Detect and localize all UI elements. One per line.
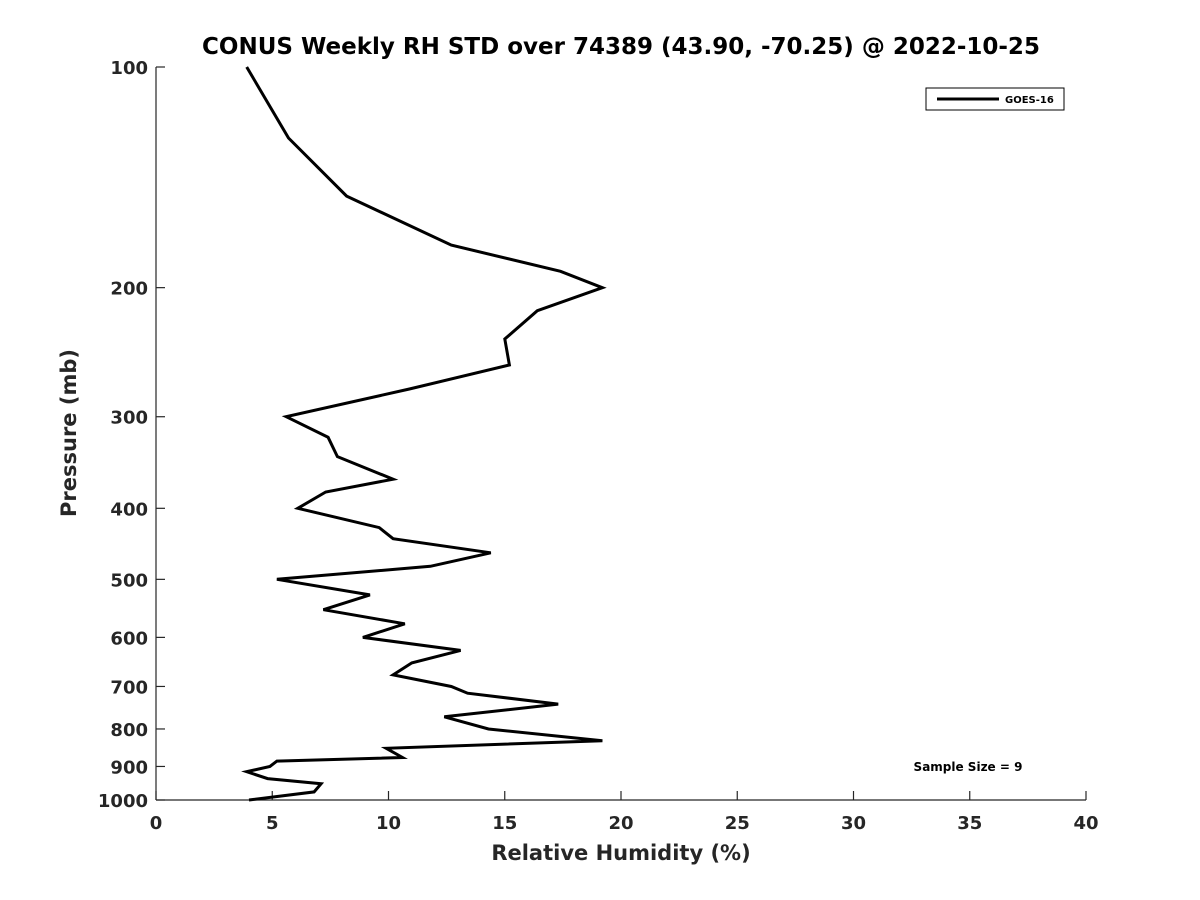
x-tick-label: 10	[376, 813, 401, 834]
x-tick-label: 30	[841, 813, 866, 834]
x-axis-label: Relative Humidity (%)	[491, 841, 750, 865]
series-line-goes-16	[241, 66, 607, 802]
sample-size-annotation: Sample Size = 9	[914, 760, 1023, 774]
y-tick-label: 500	[110, 570, 148, 591]
y-tick-label: 900	[110, 757, 148, 778]
y-tick-label: 300	[110, 408, 148, 429]
y-tick-label: 700	[110, 677, 148, 698]
y-axis-label: Pressure (mb)	[57, 349, 81, 517]
y-tick-label: 400	[110, 499, 148, 520]
y-tick-label: 1000	[98, 791, 148, 812]
x-tick-label: 0	[150, 813, 163, 834]
y-tick-label: 200	[110, 279, 148, 300]
legend: GOES-16	[925, 87, 1065, 111]
x-tick-label: 40	[1073, 813, 1098, 834]
x-axis-ticks: 0 5 10 15 20 25 30 35 40	[150, 791, 1099, 834]
y-tick-label: 800	[110, 720, 148, 741]
chart-title: CONUS Weekly RH STD over 74389 (43.90, -…	[202, 34, 1040, 60]
y-axis-ticks: 100 200 300 400 500 600 700 800 900 1000	[98, 58, 165, 812]
x-tick-label: 25	[725, 813, 750, 834]
legend-entry-goes-16: GOES-16	[1005, 95, 1054, 106]
x-tick-label: 35	[957, 813, 982, 834]
x-tick-label: 15	[492, 813, 517, 834]
y-tick-label: 600	[110, 628, 148, 649]
x-tick-label: 5	[266, 813, 279, 834]
y-tick-label: 100	[110, 58, 148, 79]
x-tick-label: 20	[608, 813, 633, 834]
